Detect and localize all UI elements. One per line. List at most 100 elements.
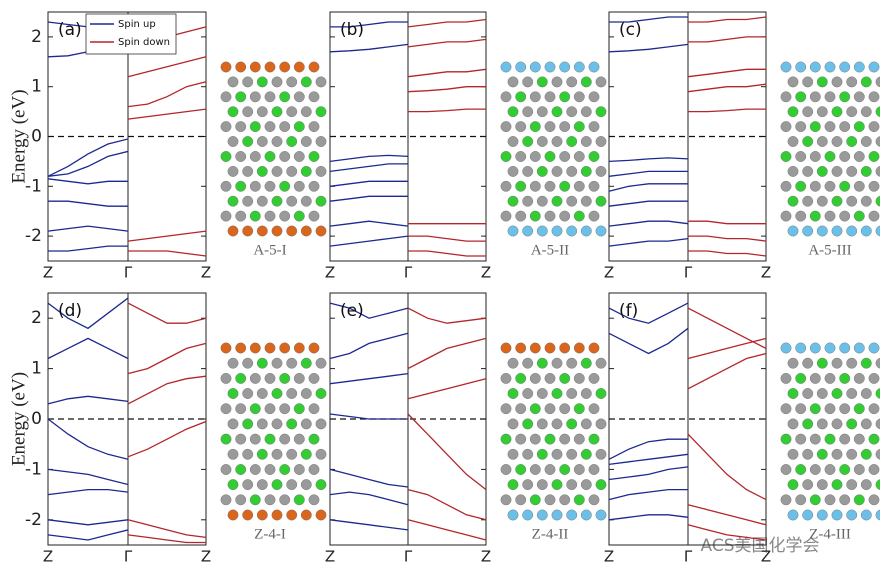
atom <box>220 91 232 103</box>
atom <box>824 151 836 162</box>
atom <box>544 494 556 506</box>
atom <box>780 61 792 73</box>
atom <box>831 388 843 399</box>
band-line <box>608 200 688 207</box>
atom <box>300 195 312 207</box>
y-tick-label: 2 <box>31 308 42 328</box>
atom <box>551 76 563 88</box>
atom <box>573 121 585 133</box>
panel-label: (d) <box>58 301 82 321</box>
y-axis-label: Energy (eV) <box>8 372 29 466</box>
atom <box>293 403 305 415</box>
atom <box>522 418 534 430</box>
atom <box>264 61 276 73</box>
band-line <box>688 108 766 113</box>
atom <box>242 76 254 88</box>
atom <box>544 372 556 384</box>
band-line <box>408 250 486 257</box>
band-line <box>408 108 486 113</box>
atom <box>300 448 312 460</box>
atom <box>831 76 843 88</box>
atom <box>853 210 865 222</box>
atom <box>573 61 585 73</box>
band-line <box>47 529 129 541</box>
atom <box>227 195 239 207</box>
atom <box>875 448 880 460</box>
atom <box>839 494 851 506</box>
atom <box>315 136 327 147</box>
band-line <box>608 170 688 177</box>
atom <box>235 342 247 354</box>
atom <box>256 195 268 207</box>
atom <box>595 136 607 147</box>
atom <box>308 151 320 162</box>
atom <box>522 479 534 490</box>
atom <box>227 106 239 118</box>
atom <box>279 151 291 162</box>
atom <box>271 195 283 207</box>
atom <box>868 464 880 475</box>
band-line <box>407 307 487 324</box>
atom <box>566 136 578 147</box>
atom <box>249 121 261 133</box>
y-tick-label: -1 <box>25 176 42 196</box>
atom <box>846 509 858 521</box>
atom <box>787 76 799 88</box>
atom <box>507 418 519 430</box>
atom <box>286 479 298 490</box>
atom <box>566 195 578 207</box>
atom <box>500 121 512 133</box>
atom <box>831 225 843 237</box>
atom <box>809 494 821 506</box>
atom <box>875 166 880 177</box>
band-line <box>47 519 129 526</box>
atom <box>795 342 807 354</box>
atom <box>507 195 519 207</box>
atom <box>227 76 239 88</box>
atom <box>279 61 291 73</box>
atom <box>868 91 880 103</box>
atom <box>551 357 563 369</box>
atom <box>249 61 261 73</box>
atom <box>507 509 519 521</box>
atom <box>795 151 807 162</box>
atom <box>300 479 312 490</box>
atom <box>279 121 291 133</box>
atom <box>264 403 276 415</box>
atom <box>566 418 578 430</box>
atom <box>227 418 239 430</box>
atom <box>256 136 268 147</box>
atom <box>868 180 880 192</box>
atom <box>824 494 836 506</box>
atom <box>573 433 585 445</box>
atom <box>780 342 792 354</box>
atom <box>588 464 600 475</box>
atom <box>529 464 541 475</box>
atom <box>500 433 512 445</box>
atom <box>551 448 563 460</box>
atom <box>536 106 548 118</box>
structure-label: Z-4-II <box>532 526 569 542</box>
atom <box>300 225 312 237</box>
atom <box>559 372 571 384</box>
atom <box>580 136 592 147</box>
atom <box>566 225 578 237</box>
atom <box>846 418 858 430</box>
atom <box>536 448 548 460</box>
atom <box>536 76 548 88</box>
atom <box>242 106 254 118</box>
atom <box>293 180 305 192</box>
atom <box>551 106 563 118</box>
atom <box>308 342 320 354</box>
atom <box>536 479 548 490</box>
band-line <box>127 342 207 375</box>
atom <box>551 136 563 147</box>
atom <box>242 195 254 207</box>
atom <box>846 388 858 399</box>
band-line <box>127 534 206 544</box>
band-line <box>608 220 689 227</box>
atom <box>256 448 268 460</box>
band-line <box>608 302 689 324</box>
atom <box>507 448 519 460</box>
atom <box>580 165 592 177</box>
